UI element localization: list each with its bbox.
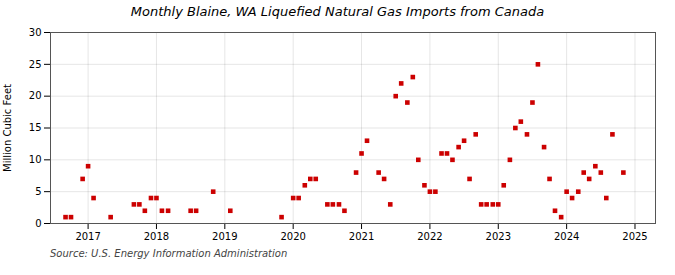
html-text:Source: U.S. Energy Informatio: Source: U.S. Energy Information Administ… xyxy=(50,248,288,259)
svg-text:10: 10 xyxy=(29,154,42,165)
svg-text:2024: 2024 xyxy=(554,231,579,242)
html-text:Monthly Blaine, WA Liquefied N: Monthly Blaine, WA Liquefied Natural Gas… xyxy=(130,4,545,19)
svg-text:Million Cubic Feet: Million Cubic Feet xyxy=(2,84,13,172)
svg-text:25: 25 xyxy=(29,59,42,70)
svg-text:2020: 2020 xyxy=(280,231,305,242)
svg-text:2019: 2019 xyxy=(212,231,237,242)
svg-text:2021: 2021 xyxy=(349,231,374,242)
svg-text:15: 15 xyxy=(29,122,42,133)
svg-text:20: 20 xyxy=(29,90,42,101)
svg-text:2017: 2017 xyxy=(75,231,100,242)
svg-text:2018: 2018 xyxy=(144,231,169,242)
svg-text:2023: 2023 xyxy=(486,231,511,242)
svg-text:5: 5 xyxy=(35,186,41,197)
svg-text:2022: 2022 xyxy=(417,231,442,242)
svg-text:30: 30 xyxy=(29,27,42,38)
svg-text:2025: 2025 xyxy=(622,231,647,242)
svg-text:0: 0 xyxy=(35,218,41,229)
